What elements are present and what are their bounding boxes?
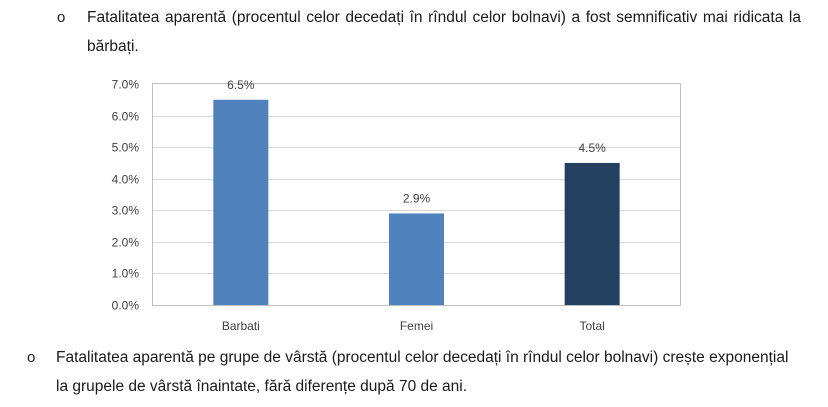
bullet-item-2: o Fatalitatea aparentă pe grupe de vârst… [0, 343, 828, 403]
y-tick-label: 5.0% [112, 141, 140, 155]
chart-frame [152, 83, 681, 306]
bullet-marker: o [57, 9, 66, 26]
bullet-item-1: o Fatalitatea aparentă (procentul celor … [0, 3, 828, 63]
y-tick-label: 6.0% [112, 110, 140, 124]
data-label: 4.5% [578, 141, 606, 155]
bullet-text: Fatalitatea aparentă pe grupe de vârstă … [56, 349, 789, 395]
y-axis-ticks: 0.0% 1.0% 2.0% 3.0% 4.0% 5.0% 6.0% 7.0% [112, 78, 140, 313]
x-tick-label: Femei [400, 319, 433, 333]
x-tick-label: Total [579, 319, 604, 333]
bar-barbati [213, 99, 269, 306]
x-tick-label: Barbati [222, 319, 260, 333]
x-axis-ticks: Barbati Femei Total [222, 319, 605, 333]
bullet-text: Fatalitatea aparentă (procentul celor de… [87, 9, 801, 55]
bar-total [564, 162, 620, 305]
y-tick-label: 7.0% [112, 78, 140, 92]
data-label: 6.5% [227, 78, 255, 92]
data-labels: 6.5% 2.9% 4.5% [227, 78, 606, 206]
bars [213, 99, 620, 306]
y-tick-label: 2.0% [112, 236, 140, 250]
y-tick-label: 4.0% [112, 173, 140, 187]
y-tick-label: 3.0% [112, 204, 140, 218]
y-tick-label: 0.0% [112, 299, 140, 313]
bullet-marker: o [27, 349, 36, 366]
y-tick-label: 1.0% [112, 267, 140, 281]
bar-femei [389, 213, 444, 305]
data-label: 2.9% [403, 191, 431, 205]
